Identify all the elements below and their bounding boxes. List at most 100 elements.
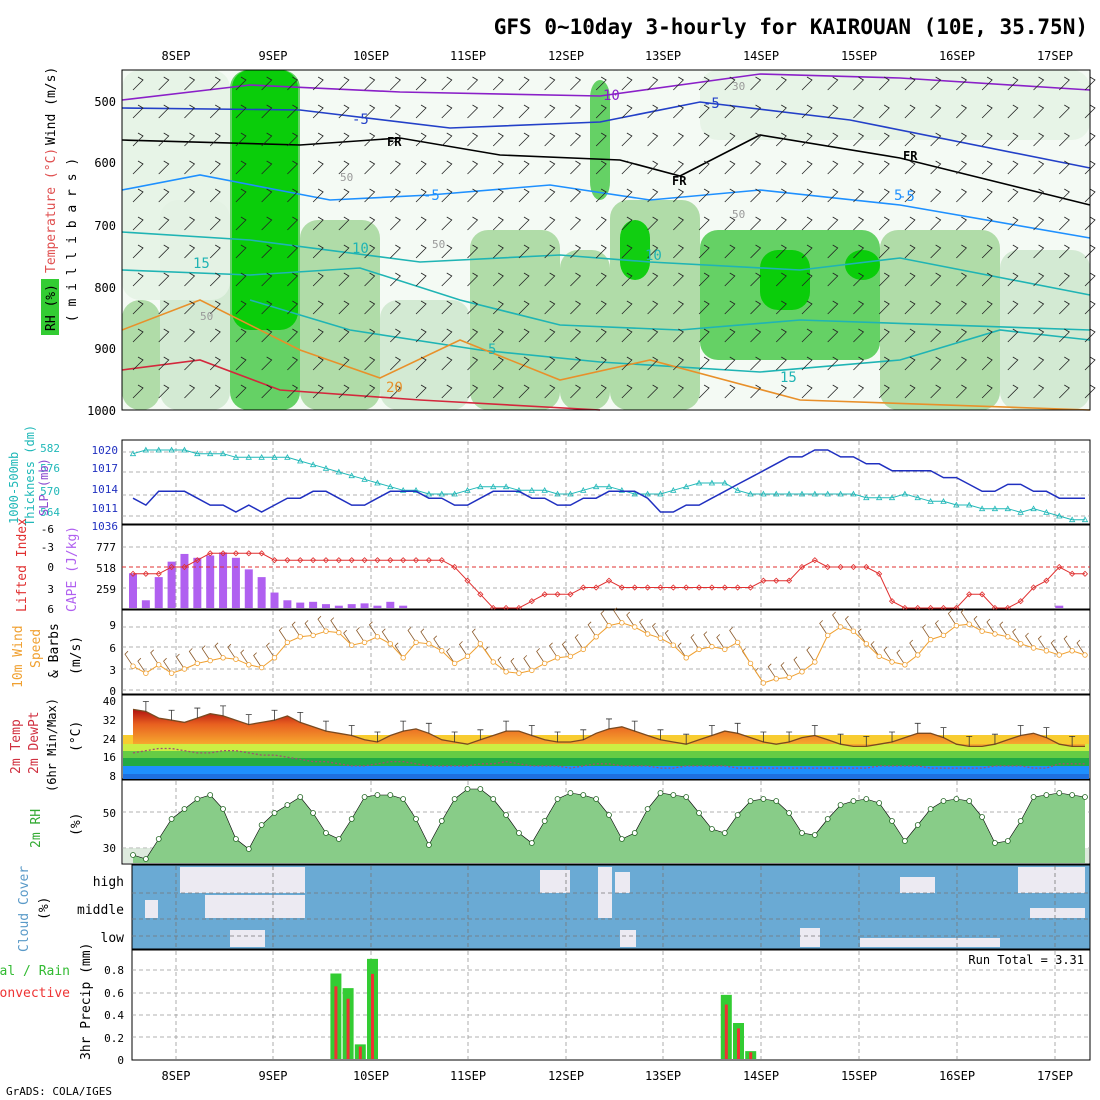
thickness-marker bbox=[875, 494, 883, 501]
cape-bar bbox=[309, 601, 318, 608]
wind-barb bbox=[510, 657, 520, 674]
upper-wind-barb bbox=[261, 188, 273, 203]
upper-wind-barb bbox=[878, 216, 890, 231]
temp-tick: 8 bbox=[109, 770, 116, 783]
li-marker bbox=[1069, 570, 1076, 577]
upper-wind-barb bbox=[132, 384, 144, 399]
upper-wind-barb bbox=[570, 216, 582, 231]
wind-marker bbox=[1069, 648, 1075, 654]
upper-wind-barb bbox=[698, 132, 710, 147]
upper-wind-barb bbox=[209, 132, 221, 147]
wind-barb bbox=[124, 650, 134, 667]
wind-barb bbox=[896, 649, 906, 666]
upper-wind-barb bbox=[415, 272, 427, 287]
temp-minmax-marker bbox=[348, 725, 355, 736]
thickness-tick: 570 bbox=[40, 485, 60, 498]
upper-wind-barb bbox=[1007, 328, 1019, 343]
wind-marker bbox=[567, 653, 574, 660]
upper-wind-barb bbox=[287, 216, 299, 231]
upper-wind-barb bbox=[595, 244, 607, 259]
li-marker bbox=[773, 577, 780, 584]
upper-wind-barb bbox=[364, 188, 376, 203]
cape-bars bbox=[129, 552, 1064, 608]
upper-wind-barb bbox=[338, 384, 350, 399]
upper-wind-barb bbox=[878, 300, 890, 315]
rh-marker bbox=[940, 798, 947, 804]
temp-minmax-marker bbox=[425, 722, 432, 734]
li-marker bbox=[657, 584, 664, 591]
wind-barb bbox=[536, 648, 546, 664]
wind-10m-panel: 9 6 3 0 10m Wind Speed & Barbs (m/s) bbox=[11, 607, 1091, 698]
upper-wind-barb bbox=[775, 188, 787, 203]
upper-wind-barb bbox=[724, 216, 736, 231]
wind-barb bbox=[973, 615, 983, 632]
upper-wind-barb bbox=[673, 244, 684, 259]
upper-wind-barb bbox=[415, 356, 427, 371]
upper-wind-barb bbox=[261, 300, 273, 315]
li-marker bbox=[760, 577, 767, 584]
thickness-marker bbox=[309, 461, 317, 468]
cape-bar bbox=[386, 601, 395, 608]
wind-marker bbox=[336, 629, 342, 636]
precip-convective-bar bbox=[371, 973, 374, 1059]
wind-barb bbox=[137, 657, 147, 674]
upper-wind-barb bbox=[184, 104, 196, 119]
upper-wind-barb bbox=[750, 76, 762, 91]
wind-barb bbox=[1037, 635, 1047, 652]
thickness-marker bbox=[785, 490, 793, 497]
thickness-marker bbox=[502, 483, 510, 490]
upper-wind-barb bbox=[441, 356, 453, 371]
upper-wind-barb bbox=[570, 272, 582, 287]
upper-wind-barb bbox=[415, 328, 427, 343]
upper-wind-barb bbox=[209, 188, 221, 203]
rh-shade bbox=[880, 230, 1000, 410]
wind-marker bbox=[181, 666, 188, 672]
upper-wind-barb bbox=[184, 328, 196, 343]
upper-wind-barb bbox=[750, 300, 762, 315]
li-marker bbox=[1030, 584, 1037, 591]
upper-wind-barb bbox=[518, 76, 530, 91]
upper-wind-barb bbox=[827, 160, 839, 175]
temp-minmax-marker bbox=[914, 722, 921, 734]
upper-wind-barb bbox=[647, 300, 659, 315]
wind-marker bbox=[554, 655, 561, 661]
rh-marker bbox=[773, 798, 780, 804]
rh-marker bbox=[824, 816, 831, 822]
upper-wind-barb bbox=[595, 300, 607, 315]
upper-wind-barb bbox=[595, 384, 607, 399]
wind-marker bbox=[490, 659, 496, 665]
upper-wind-barb bbox=[956, 272, 967, 287]
upper-wind-barb bbox=[801, 272, 813, 287]
upper-wind-barb bbox=[1058, 328, 1070, 343]
rh-marker bbox=[1069, 792, 1076, 798]
thickness-marker bbox=[399, 487, 407, 493]
contour-label: 50 bbox=[732, 208, 745, 221]
upper-wind-barb bbox=[364, 300, 376, 315]
upper-wind-barb bbox=[698, 300, 710, 315]
upper-wind-barb bbox=[390, 76, 401, 91]
thickness-marker bbox=[322, 465, 330, 471]
upper-wind-barb bbox=[209, 216, 221, 231]
li-marker bbox=[631, 584, 638, 591]
upper-wind-barb bbox=[287, 160, 299, 175]
rh-shade bbox=[122, 70, 230, 300]
cloud-block bbox=[598, 867, 612, 918]
wind-marker bbox=[1030, 645, 1037, 651]
rh-marker bbox=[233, 836, 239, 842]
cape-bar bbox=[141, 600, 150, 608]
wind-marker bbox=[670, 642, 677, 648]
cape-bar bbox=[257, 577, 266, 608]
upper-wind-barb bbox=[467, 132, 479, 147]
rh-shade bbox=[590, 80, 610, 200]
wind-barb bbox=[304, 620, 314, 636]
wind-marker bbox=[734, 639, 741, 646]
temp-2m-panel: 40 32 24 16 8 2m Temp 2m DewPt (6hr Min/… bbox=[9, 694, 1091, 792]
wind-marker bbox=[323, 628, 329, 634]
thickness-line bbox=[132, 449, 1085, 521]
temp-label-2: 2m DewPt bbox=[27, 711, 42, 774]
wind-barb bbox=[870, 641, 880, 657]
li-marker bbox=[374, 557, 381, 564]
wind-marker bbox=[1043, 648, 1050, 654]
li-marker bbox=[708, 584, 715, 591]
contour-label: 50 bbox=[200, 310, 213, 323]
